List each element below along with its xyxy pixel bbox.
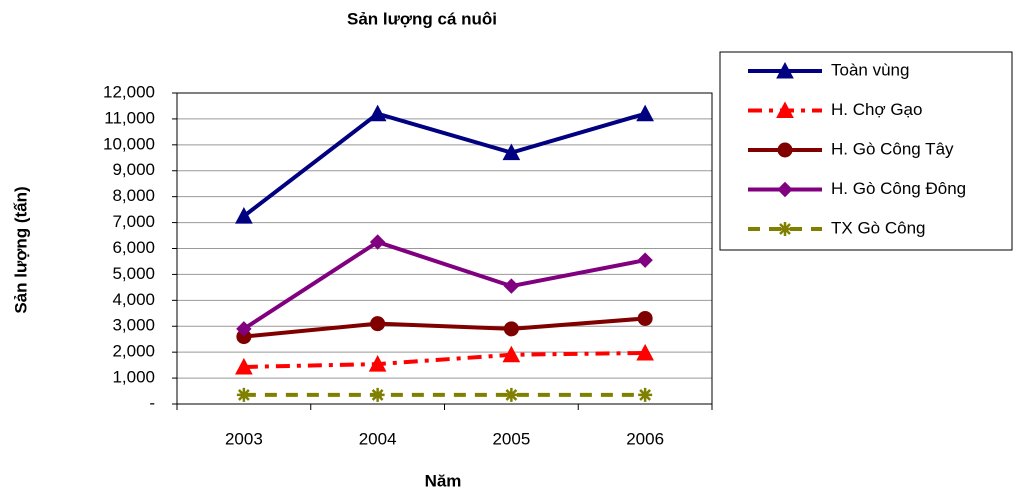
x-tick-label: 2003: [225, 429, 263, 448]
marker: [502, 345, 521, 363]
chart-title: Sản lượng cá nuôi: [347, 9, 497, 28]
marker: [636, 343, 654, 361]
legend-label: Toàn vùng: [831, 60, 909, 79]
marker: [637, 252, 653, 268]
y-tick-label: 2,000: [112, 342, 155, 361]
y-tick-label: 3,000: [112, 316, 155, 335]
y-tick-label: 6,000: [112, 238, 155, 257]
y-tick-label: -: [149, 393, 155, 412]
legend-marker: [776, 101, 794, 118]
marker: [504, 387, 519, 402]
marker: [236, 387, 251, 402]
marker: [236, 321, 252, 337]
series-line: [242, 239, 646, 331]
x-tick-label: 2005: [492, 429, 530, 448]
y-axis-label: Sản lượng (tấn): [11, 186, 30, 313]
legend-marker: [777, 181, 793, 198]
y-tick-label: 7,000: [112, 212, 155, 231]
x-tick-label: 2004: [359, 429, 397, 448]
series-line: [243, 316, 646, 339]
marker: [370, 387, 385, 402]
x-tick-label: 2006: [626, 429, 664, 448]
marker: [369, 234, 386, 250]
y-tick-label: 11,000: [104, 108, 155, 127]
y-tick-label: 10,000: [103, 134, 155, 153]
legend-marker: [777, 142, 793, 158]
marker: [638, 387, 653, 402]
marker: [235, 357, 253, 375]
legend-marker: [778, 222, 792, 236]
y-tick-label: 12,000: [103, 82, 155, 101]
series-line: [243, 350, 646, 369]
legend-label: TX Gò Công: [831, 218, 926, 237]
y-tick-label: 9,000: [112, 160, 155, 179]
series-line: [242, 111, 646, 218]
legend-label: H. Chợ Gạo: [831, 100, 922, 119]
marker: [636, 104, 654, 122]
marker: [502, 143, 521, 161]
x-axis-label: Năm: [425, 471, 462, 490]
legend-label: H. Gò Công Đông: [831, 179, 966, 198]
y-tick-label: 5,000: [112, 264, 155, 283]
marker: [368, 104, 387, 122]
marker: [235, 207, 253, 224]
y-tick-label: 1,000: [112, 368, 155, 387]
marker: [637, 310, 653, 326]
marker: [503, 278, 520, 294]
marker: [503, 321, 519, 337]
legend-label: H. Gò Công Tây: [831, 139, 954, 158]
y-tick-label: 4,000: [112, 290, 155, 309]
y-tick-label: 8,000: [112, 186, 155, 205]
marker: [370, 316, 386, 332]
marker: [368, 355, 387, 372]
legend-marker: [776, 61, 794, 79]
